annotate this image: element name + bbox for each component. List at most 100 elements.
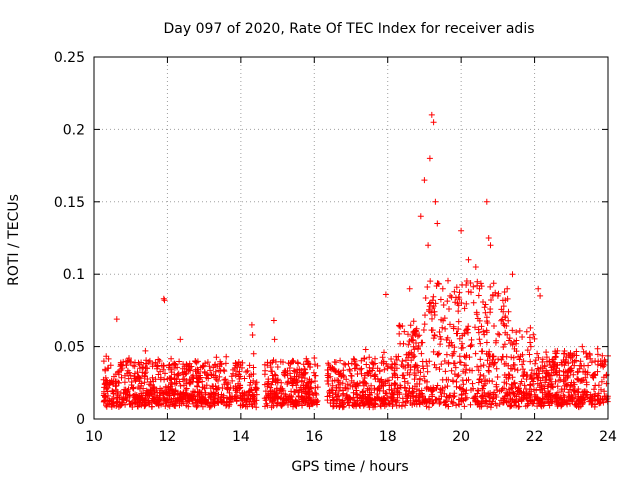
data-point <box>475 387 482 394</box>
y-tick-label: 0.05 <box>54 340 85 356</box>
data-point <box>361 372 368 379</box>
data-point <box>290 401 297 408</box>
data-point <box>537 377 544 384</box>
data-point <box>141 370 148 377</box>
data-point <box>145 359 152 366</box>
data-point <box>177 382 184 389</box>
data-point <box>309 390 316 397</box>
data-point <box>432 198 439 205</box>
data-point <box>490 280 497 287</box>
data-point <box>513 393 520 400</box>
data-point <box>501 289 508 295</box>
data-point <box>382 390 389 396</box>
data-point <box>222 376 229 383</box>
data-point <box>552 378 559 385</box>
data-point <box>389 390 396 397</box>
data-point <box>413 401 420 408</box>
data-point <box>476 336 483 343</box>
data-point <box>125 357 132 364</box>
data-point <box>217 396 224 403</box>
data-point <box>294 369 301 376</box>
data-point <box>568 379 575 386</box>
data-point <box>429 400 436 407</box>
data-point <box>477 280 484 287</box>
data-point <box>280 395 287 402</box>
data-point <box>516 387 522 394</box>
data-point <box>421 373 427 380</box>
data-point <box>160 295 167 302</box>
data-point <box>269 368 276 375</box>
data-point <box>474 363 481 370</box>
data-point <box>122 401 129 408</box>
data-point <box>229 393 235 400</box>
data-point <box>566 386 573 393</box>
y-tick-label: 0.25 <box>54 50 85 66</box>
data-point <box>135 384 142 391</box>
data-point <box>384 394 391 401</box>
data-point <box>242 401 249 408</box>
data-point <box>554 383 561 390</box>
data-point <box>589 372 596 379</box>
data-point <box>103 386 110 393</box>
data-point <box>183 365 190 372</box>
data-point <box>592 401 599 408</box>
data-point <box>235 380 242 387</box>
data-point <box>448 367 455 374</box>
data-point <box>470 299 477 306</box>
data-point <box>511 402 517 409</box>
data-point <box>465 329 471 336</box>
data-point <box>169 401 176 408</box>
data-point <box>134 395 141 402</box>
data-point <box>478 400 485 407</box>
data-point <box>215 399 222 406</box>
data-point <box>262 397 269 404</box>
data-point <box>383 361 390 367</box>
data-point <box>250 398 257 405</box>
data-point <box>305 361 312 367</box>
data-point <box>118 374 125 381</box>
data-point <box>160 363 167 369</box>
data-point <box>223 379 230 386</box>
data-point <box>483 327 490 334</box>
data-point <box>501 395 508 402</box>
data-point <box>444 334 451 341</box>
data-point <box>433 385 440 392</box>
data-point <box>193 375 200 382</box>
data-point <box>132 399 139 406</box>
data-point <box>423 403 430 410</box>
data-point <box>431 361 438 368</box>
data-point <box>485 367 492 374</box>
data-point <box>461 403 468 410</box>
data-point <box>597 396 604 402</box>
data-point <box>524 396 530 403</box>
data-point <box>149 374 156 381</box>
data-point <box>534 374 541 381</box>
data-point <box>113 387 119 393</box>
data-point <box>489 359 495 366</box>
y-tick-label: 0.1 <box>63 267 85 283</box>
data-point <box>407 322 414 329</box>
data-point <box>282 391 289 398</box>
data-point <box>374 394 381 401</box>
data-point <box>393 357 400 363</box>
data-point <box>477 363 484 370</box>
data-point <box>379 382 386 389</box>
data-point <box>333 384 340 391</box>
data-point <box>598 378 605 385</box>
data-point <box>346 366 353 373</box>
data-point <box>494 292 501 299</box>
data-point <box>119 365 126 372</box>
data-point <box>485 390 492 397</box>
data-point <box>236 373 242 380</box>
data-point <box>207 403 214 410</box>
data-point <box>472 324 478 331</box>
data-point <box>337 357 344 364</box>
data-point <box>434 382 441 389</box>
data-point <box>121 379 128 386</box>
data-point <box>376 387 383 394</box>
data-point <box>141 379 148 386</box>
data-point <box>577 396 584 403</box>
data-point <box>207 367 214 374</box>
data-point <box>455 372 462 379</box>
data-point <box>226 398 233 405</box>
